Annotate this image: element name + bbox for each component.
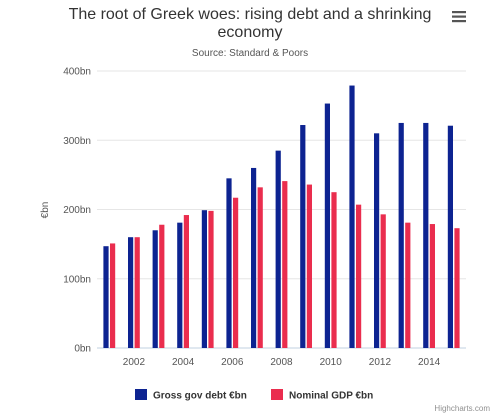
y-tick-label: 0bn [74,344,91,355]
bar[interactable] [405,222,411,348]
bar[interactable] [300,125,306,348]
bar[interactable] [398,122,404,348]
bar[interactable] [423,122,429,348]
menu-icon[interactable] [452,11,466,23]
y-tick-label: 200bn [63,205,91,216]
bar[interactable] [201,210,207,348]
y-tick-label: 100bn [63,274,91,285]
legend-item[interactable]: Nominal GDP €bn [271,389,373,402]
bar[interactable] [134,237,140,348]
bar[interactable] [233,197,239,348]
y-tick-label: 300bn [63,136,91,147]
bar[interactable] [251,167,257,348]
bar[interactable] [275,150,281,348]
bar[interactable] [324,103,330,348]
bar[interactable] [349,85,355,348]
bar[interactable] [183,215,189,348]
bar[interactable] [110,243,116,348]
bar[interactable] [177,222,183,348]
bar[interactable] [159,224,165,348]
bars [103,85,460,349]
chart-title-line: economy [218,24,283,41]
legend-item[interactable]: Gross gov debt €bn [135,389,247,402]
chart-title: The root of Greek woes: rising debt and … [69,6,432,41]
x-tick-label: 2006 [221,357,244,368]
x-tick-label: 2012 [369,357,392,368]
legend-label: Gross gov debt €bn [153,391,247,402]
bar[interactable] [374,133,380,348]
chart-title-line: The root of Greek woes: rising debt and … [69,6,432,23]
bar[interactable] [447,125,453,349]
bar[interactable] [331,192,337,348]
bar[interactable] [208,210,214,348]
x-axis-ticks: 2002 2004 2006 2008 2010 2012 2014 [123,357,441,368]
y-axis-label: €bn [40,202,51,219]
bar[interactable] [103,246,109,348]
legend-swatch [271,389,283,400]
bar[interactable] [356,204,362,348]
grid [97,70,466,349]
y-tick-label: 400bn [63,67,91,78]
bar[interactable] [429,224,435,348]
x-tick-label: 2008 [270,357,293,368]
x-tick-label: 2002 [123,357,146,368]
x-tick-label: 2004 [172,357,195,368]
chart-subtitle: Source: Standard & Poors [192,48,308,59]
legend: Gross gov debt €bn Nominal GDP €bn [135,389,373,402]
bar[interactable] [282,181,288,348]
bar[interactable] [380,214,386,348]
x-tick-label: 2014 [418,357,441,368]
bar[interactable] [152,230,158,348]
bar[interactable] [454,228,460,348]
bar[interactable] [128,237,134,348]
x-tick-label: 2010 [320,357,343,368]
y-axis-ticks: 0bn 100bn 200bn 300bn 400bn [63,67,91,355]
bar[interactable] [257,187,263,348]
credits-link[interactable]: Highcharts.com [434,404,490,413]
bar[interactable] [226,178,232,348]
legend-label: Nominal GDP €bn [289,391,373,402]
legend-swatch [135,389,147,400]
bar[interactable] [306,184,312,348]
